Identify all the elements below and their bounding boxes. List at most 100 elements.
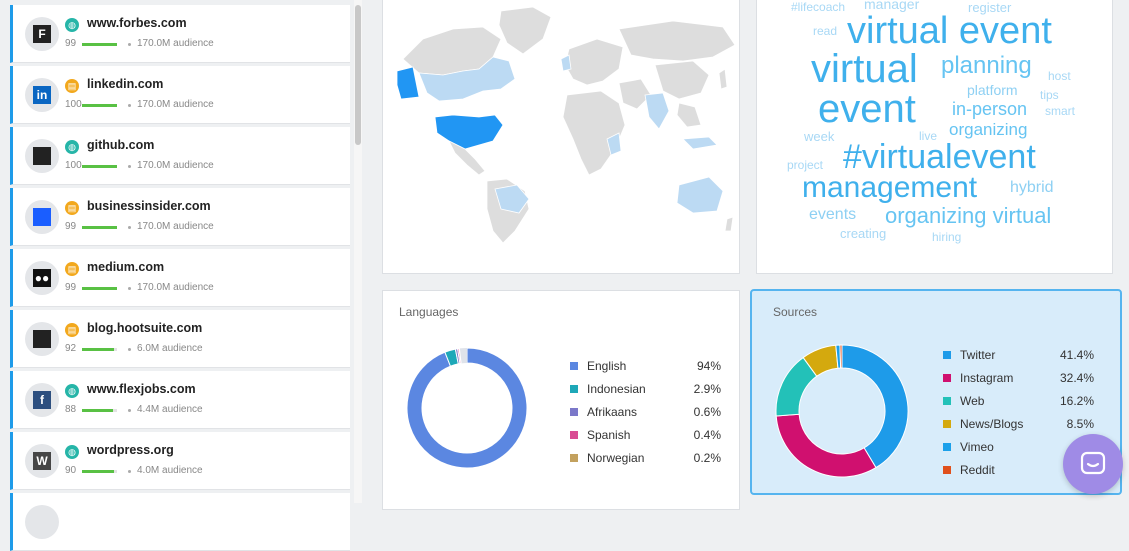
wordcloud-word[interactable]: planning [941,52,1032,79]
map-mexico[interactable] [448,140,486,176]
legend-item[interactable]: English 94% [570,359,721,375]
legend-item[interactable]: Reddit [943,463,1094,479]
map-africa-east[interactable] [606,132,622,156]
wordcloud-word[interactable]: in-person [952,99,1028,119]
wordcloud-word[interactable]: virtual event [847,10,1052,52]
map-usa[interactable] [434,114,504,150]
languages-title: Languages [399,305,459,319]
legend-item[interactable]: Spanish 0.4% [570,428,721,444]
wordcloud-word[interactable]: register [968,0,1012,15]
site-row[interactable]: ◍ github.com 100 170.0M audience [10,127,350,185]
legend-item[interactable]: Afrikaans 0.6% [570,405,721,421]
map-alaska[interactable] [396,66,420,100]
globe-icon: ◍ [65,384,79,398]
wordcloud-word[interactable]: events [809,206,857,223]
wordcloud-word[interactable]: hybrid [1010,179,1054,196]
site-domain[interactable]: medium.com [87,260,165,274]
map-russia[interactable] [618,20,736,62]
site-domain[interactable]: github.com [87,138,155,152]
site-domain[interactable]: www.flexjobs.com [87,382,196,396]
map-newzealand[interactable] [724,216,734,232]
site-audience: 4.4M audience [137,404,203,415]
site-row[interactable]: F ◍ www.forbes.com 99 170.0M audience [10,5,350,63]
site-logo: W [25,444,59,478]
sources-slice[interactable] [775,413,877,478]
map-europe[interactable] [564,38,624,86]
site-row[interactable]: ●● ▤ medium.com 99 170.0M audience [10,249,350,307]
site-row[interactable]: W ◍ wordpress.org 90 4.0M audience [10,432,350,490]
legend-swatch [943,351,951,359]
map-uk[interactable] [560,54,572,72]
news-icon: ▤ [65,323,79,337]
wordcloud-word[interactable]: organizing [949,120,1028,139]
wordcloud-word[interactable]: platform [967,82,1018,98]
legend-item[interactable]: Indonesian 2.9% [570,382,721,398]
chat-button[interactable] [1063,434,1123,494]
site-audience: 6.0M audience [137,343,203,354]
site-domain[interactable]: blog.hootsuite.com [87,321,203,335]
wordcloud-word[interactable]: creating [840,226,887,241]
wordcloud-word[interactable]: week [804,129,835,144]
world-map[interactable] [383,0,739,271]
site-domain[interactable]: businessinsider.com [87,199,211,213]
wordcloud-word[interactable]: #virtualevent [843,138,1036,176]
legend-item[interactable]: News/Blogs 8.5% [943,417,1094,433]
legend-item[interactable]: Web 16.2% [943,394,1094,410]
languages-slice[interactable] [458,347,463,364]
wordcloud-word[interactable]: tips [1040,88,1059,102]
wordcloud-word[interactable]: host [1048,69,1071,83]
site-score: 99 [65,282,77,293]
legend-item[interactable]: Twitter 41.4% [943,348,1094,364]
wordcloud-word[interactable]: manager [864,0,920,12]
site-row-partial[interactable] [10,493,350,551]
wordcloud-word[interactable]: hiring [932,230,962,244]
legend-item[interactable]: Instagram 32.4% [943,371,1094,387]
site-row[interactable]: ▤ businessinsider.com 99 170.0M audience [10,188,350,246]
wordcloud-word[interactable]: smart [1045,104,1075,118]
legend-label: Indonesian [587,382,646,396]
sources-slice[interactable] [841,344,909,469]
map-india[interactable] [644,92,670,130]
site-logo-icon: f [33,391,51,409]
wordcloud-word[interactable]: virtual [811,47,918,91]
separator-dot [128,43,131,46]
map-brazil[interactable] [494,184,530,214]
sources-card[interactable]: Sources Twitter 41.4% Instagram 32.4% Web 16.… [750,289,1122,495]
map-indonesia[interactable] [682,136,718,150]
scrollbar-track[interactable] [354,0,362,503]
site-domain[interactable]: www.forbes.com [87,16,187,30]
site-domain[interactable]: linkedin.com [87,77,164,91]
wordcloud-word[interactable]: live [919,129,938,143]
site-logo-icon: in [33,86,51,104]
map-china[interactable] [654,60,710,100]
wordcloud-word[interactable]: project [787,158,824,172]
languages-slice[interactable] [406,347,528,469]
site-row[interactable]: ▤ blog.hootsuite.com 92 6.0M audience [10,310,350,368]
legend-label: News/Blogs [960,417,1024,431]
legend-label: Web [960,394,985,408]
map-japan[interactable] [718,68,728,90]
site-audience: 4.0M audience [137,465,203,476]
wordcloud-word[interactable]: read [813,24,838,38]
sources-slice[interactable] [839,344,843,369]
map-greenland[interactable] [498,6,552,55]
wordcloud-word[interactable]: #lifecoach [791,0,846,14]
score-bar-fill [82,43,117,46]
score-bar-fill [82,348,115,351]
site-logo-icon: W [33,452,51,470]
site-row[interactable]: f ◍ www.flexjobs.com 88 4.4M audience [10,371,350,429]
wordcloud-word[interactable]: organizing virtual [885,203,1052,228]
map-canada[interactable] [418,56,516,102]
wordcloud-word[interactable]: management [802,171,978,204]
wordcloud-word[interactable]: event [818,87,916,131]
site-row[interactable]: in ▤ linkedin.com 100 170.0M audience [10,66,350,124]
legend-item[interactable]: Norwegian 0.2% [570,451,721,467]
map-australia[interactable] [676,176,724,214]
map-southeast-asia[interactable] [676,102,702,128]
site-logo: F [25,17,59,51]
scrollbar-thumb[interactable] [355,5,361,145]
site-domain[interactable]: wordpress.org [87,443,174,457]
map-africa[interactable] [562,90,626,176]
map-middle-east[interactable] [618,78,652,110]
site-logo [25,200,59,234]
